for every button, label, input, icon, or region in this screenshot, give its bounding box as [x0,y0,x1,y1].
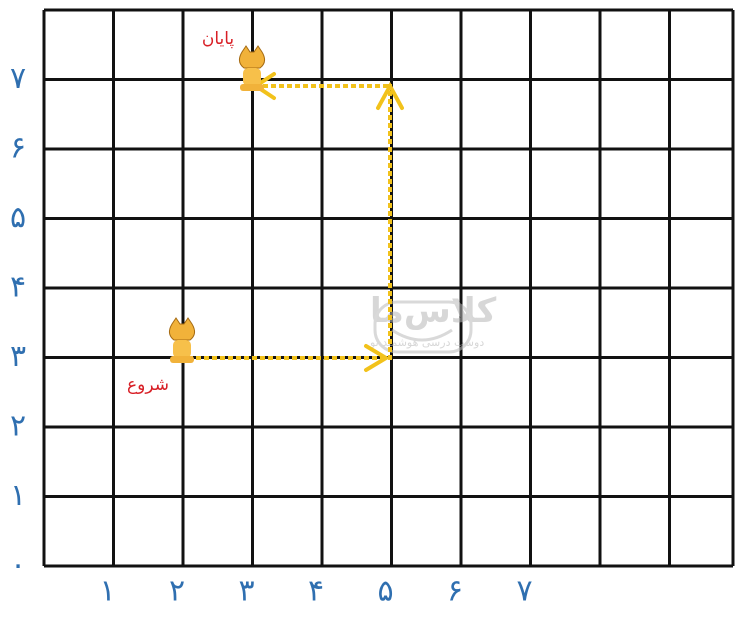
path [188,84,392,360]
y-axis-label: ۶ [10,131,26,166]
x-axis-label: ۳ [238,574,254,609]
end-figure [238,45,266,91]
y-axis-label: ۴ [10,270,26,305]
y-axis-label: ۱ [10,478,26,513]
arrow-right [364,344,390,372]
x-axis-label: ۵ [377,574,393,609]
x-axis-label: ۶ [447,574,463,609]
watermark: کلاس‌ما دوست درسی هوشمند تو [369,291,497,354]
end-label: پایان [202,29,235,49]
y-axis-label: ۷ [10,61,26,96]
watermark-logo [373,300,473,354]
y-axis-label: ۳ [10,339,26,374]
y-axis-label: ۵ [10,200,26,235]
x-axis-label: ۱ [99,574,115,609]
y-axis-label: ۲ [10,409,26,444]
axes: ۱ ۲ ۳ ۴ ۵ ۶ ۷ ۰ ۱ ۲ ۳ ۴ ۵ ۶ ۷ [10,61,533,609]
arrow-up [376,81,404,110]
watermark-slogan: دوست درسی هوشمند تو [369,336,484,349]
start-label: شروع [127,375,169,395]
x-axis-label: ۴ [308,574,324,609]
x-axis-label: ۷ [516,574,532,609]
watermark-logo-smile [391,328,453,342]
start-figure [168,317,196,363]
y-axis-label: ۰ [10,548,26,583]
x-axis-label: ۲ [169,574,185,609]
route [188,84,392,360]
